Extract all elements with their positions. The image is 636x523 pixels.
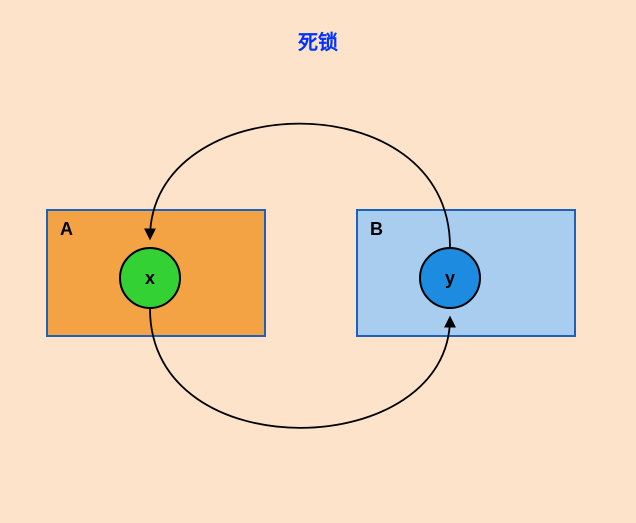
- node-y: y: [419, 247, 481, 309]
- node-y-label: y: [445, 268, 455, 289]
- diagram-title: 死锁: [0, 26, 636, 55]
- box-b-label: B: [370, 219, 383, 240]
- node-x: x: [119, 247, 181, 309]
- node-x-label: x: [145, 268, 155, 289]
- box-a-label: A: [60, 219, 73, 240]
- diagram-canvas: 死锁 A B x y: [0, 0, 636, 523]
